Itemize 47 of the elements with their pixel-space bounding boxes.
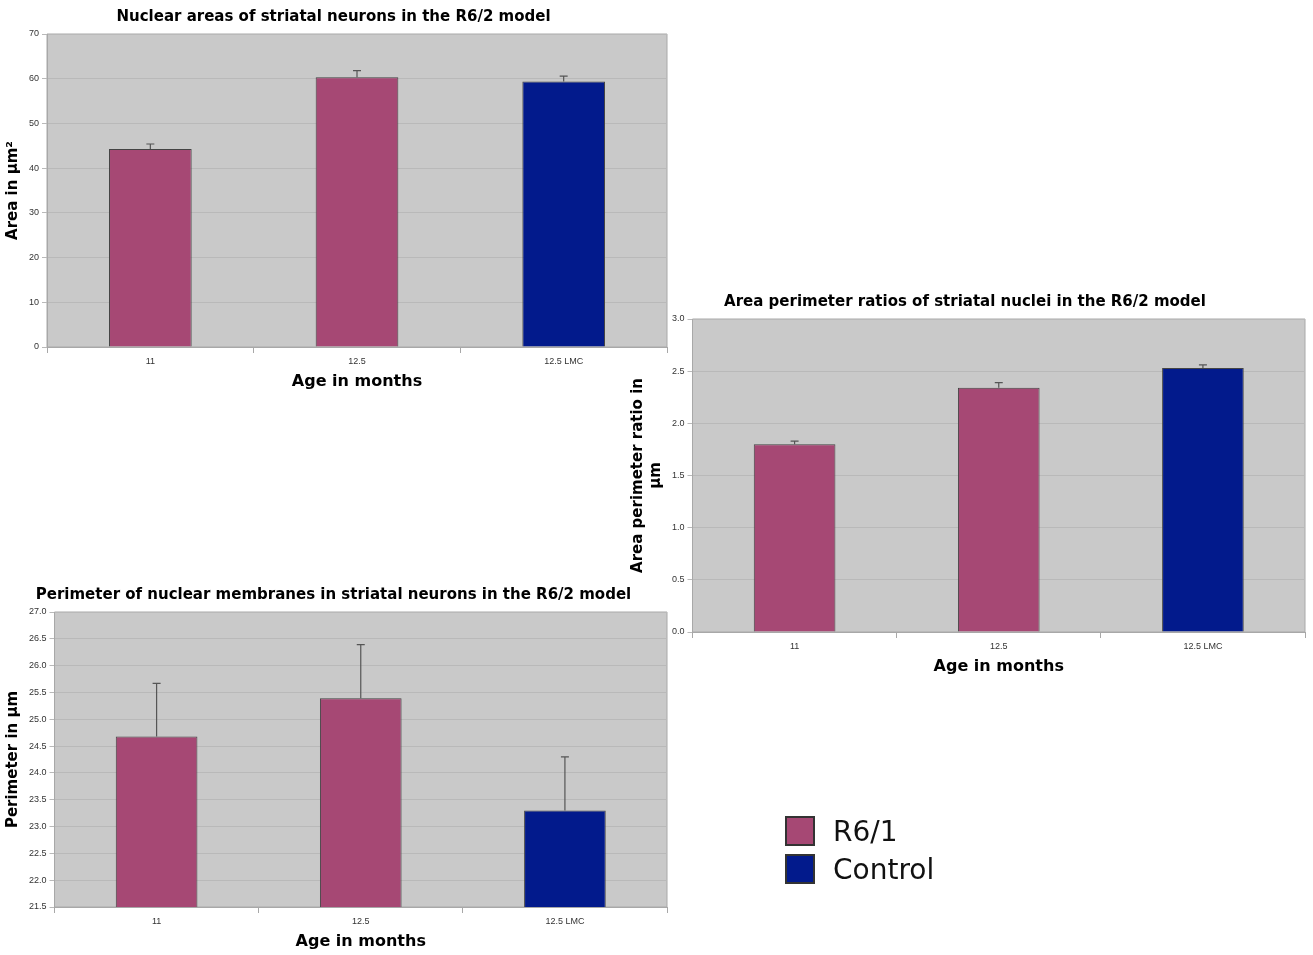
y-tick-label: 23.5 — [28, 794, 47, 805]
x-tick-label: 11 — [145, 355, 156, 366]
x-tick-label: 11 — [789, 640, 800, 651]
y-tick-label: 40 — [29, 162, 40, 173]
y-tick-label: 30 — [29, 207, 40, 218]
y-tick-label: 21.5 — [28, 901, 47, 912]
y-tick-label: 70 — [29, 28, 40, 39]
y-tick-label: 2.0 — [672, 417, 685, 428]
y-tick-label: 22.5 — [28, 847, 47, 858]
y-tick-label: 0.5 — [672, 574, 685, 585]
y-tick-label: 24.0 — [28, 767, 47, 778]
y-tick-label: 0 — [34, 341, 40, 352]
chart-title: Perimeter of nuclear membranes in striatal neurons in the R6/2 model — [35, 584, 632, 603]
x-axis-title: Age in months — [291, 370, 423, 390]
x-tick-label: 12.5 LMC — [1183, 640, 1223, 651]
y-tick-label: 23.0 — [28, 821, 47, 832]
x-tick-label: 12.5 — [348, 355, 366, 366]
y-tick-label: 10 — [29, 296, 40, 307]
y-axis-title: Perimeter in µm — [2, 690, 21, 829]
y-tick-label: 1.5 — [672, 469, 685, 480]
x-axis-title: Age in months — [295, 930, 426, 950]
x-tick-label: 12.5 — [351, 915, 370, 926]
y-tick-label: 0.0 — [672, 626, 685, 637]
chart-title: Nuclear areas of striatal neurons in the R6/2 model — [116, 6, 551, 25]
y-tick-label: 25.5 — [28, 686, 47, 697]
y-tick-label: 3.0 — [672, 313, 685, 324]
x-tick-label: 12.5 — [989, 640, 1008, 651]
y-axis-title: Area in µm² — [2, 141, 21, 240]
y-tick-label: 50 — [29, 117, 40, 128]
y-axis-title: Area perimeter ratio in µm — [627, 378, 664, 573]
y-tick-label: 26.0 — [28, 660, 47, 671]
legend-label: Control — [833, 852, 935, 886]
y-tick-label: 20 — [29, 252, 40, 263]
legend-label: R6/1 — [833, 814, 898, 848]
y-tick-label: 1.0 — [672, 522, 685, 533]
y-tick-label: 24.5 — [28, 740, 47, 751]
y-tick-label: 27.0 — [28, 606, 47, 617]
x-axis-title: Age in months — [933, 655, 1064, 675]
chart-title: Area perimeter ratios of striatal nuclei in the R6/2 model — [724, 291, 1206, 310]
y-tick-label: 25.0 — [28, 713, 47, 724]
y-tick-label: 2.5 — [672, 365, 685, 376]
x-tick-label: 12.5 LMC — [544, 355, 584, 366]
x-tick-label: 11 — [151, 915, 162, 926]
x-tick-label: 12.5 LMC — [545, 915, 585, 926]
y-tick-label: 26.5 — [28, 633, 47, 644]
y-tick-label: 60 — [29, 73, 40, 84]
y-tick-label: 22.0 — [28, 874, 47, 885]
